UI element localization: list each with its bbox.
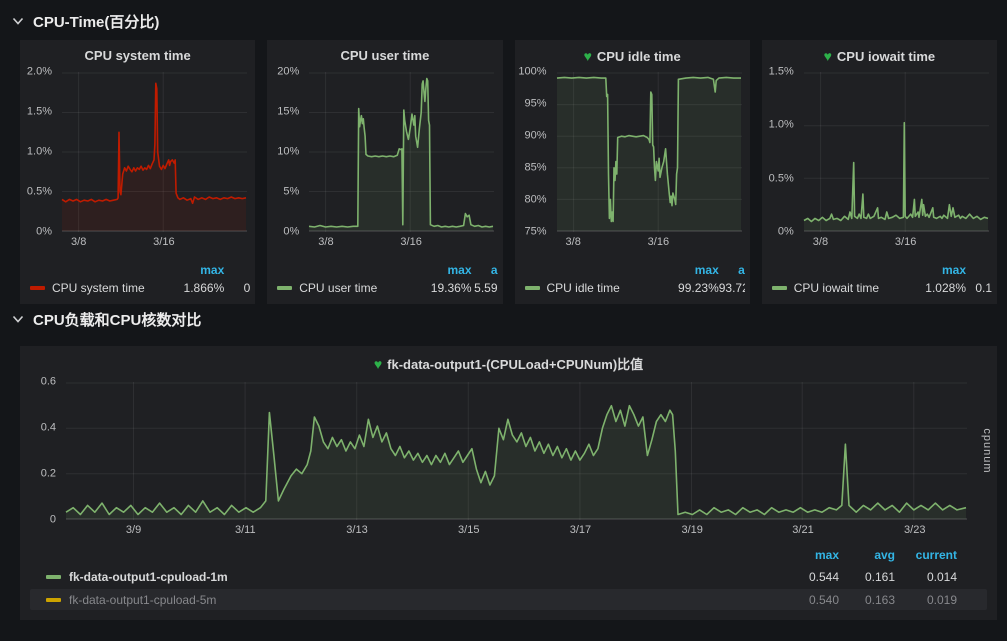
- legend-max-value: 1.028%: [925, 280, 966, 295]
- series-color-swatch: [46, 597, 61, 602]
- legend-avg-value-clipped: 93.72: [718, 280, 745, 295]
- chart-cpuload-ratio[interactable]: [65, 382, 967, 520]
- y-axis-labels: 0.6 0.4 0.2 0: [40, 375, 56, 526]
- legend-max-header[interactable]: max: [447, 263, 472, 277]
- legend-max-header[interactable]: max: [941, 263, 966, 277]
- legend-avg-value-clipped: 0.1: [975, 280, 992, 295]
- panel-cpuload-ratio: ♥ fk-data-output1-(CPULoad+CPUNum)比值 0.6 0…: [20, 346, 997, 620]
- legend-series-name[interactable]: fk-data-output1-cpuload-1m: [46, 570, 783, 584]
- panel-cpu-user-time: CPU user time 20% 15% 10% 5% 0% 3/8 3/16 max …: [267, 40, 503, 304]
- y-axis-labels: 20% 15% 10% 5% 0%: [277, 65, 300, 238]
- chart-cpu-system-time[interactable]: [61, 72, 247, 232]
- panel-title-cpuload-ratio[interactable]: ♥ fk-data-output1-(CPULoad+CPUNum)比值: [373, 356, 644, 372]
- legend-series-name[interactable]: CPU system time: [30, 281, 154, 295]
- y-axis-labels: 100% 95% 90% 85% 80% 75%: [518, 65, 547, 238]
- panel-legend: max a CPU idle time 99.23% 93.72: [515, 262, 750, 297]
- chart-cpu-iowait-time[interactable]: [803, 72, 989, 232]
- chart-cpu-idle-time[interactable]: [556, 72, 742, 232]
- x-axis-labels: 3/8 3/16: [812, 236, 917, 248]
- green-heart-icon: ♥: [373, 356, 383, 372]
- green-heart-icon: ♥: [583, 48, 592, 64]
- panel-cpu-iowait-time: ♥ CPU iowait time 1.5% 1.0% 0.5% 0% 3/8 3/16 …: [761, 40, 997, 304]
- panel-legend: max CPU iowait time 1.028% 0.1: [762, 262, 997, 297]
- legend-max-value: 99.23%: [678, 280, 719, 295]
- chevron-down-icon: [12, 17, 24, 26]
- legend-max-header[interactable]: max: [200, 263, 225, 277]
- legend-series-name[interactable]: CPU iowait time: [771, 281, 896, 295]
- legend-max-value: 0.544: [808, 569, 839, 584]
- x-axis-labels: 3/8 3/16: [71, 236, 175, 248]
- row-title-cpu-load: CPU负载和CPU核数对比: [33, 311, 202, 329]
- legend-avg-value: 0.163: [864, 592, 895, 607]
- legend-max-value: 19.36%: [430, 280, 472, 295]
- legend-avg-header-clipped[interactable]: a: [490, 263, 498, 277]
- legend-avg-header-clipped[interactable]: a: [738, 263, 745, 277]
- chart-cpu-user-time[interactable]: [309, 72, 495, 232]
- legend-max-value: 1.866%: [183, 280, 225, 295]
- legend-avg-header[interactable]: avg: [874, 548, 895, 562]
- grafana-dashboard: CPU-Time(百分比) CPU system time 2.0% 1.5% 1.…: [8, 6, 997, 620]
- legend-max-value: 0.540: [808, 592, 839, 607]
- legend-series-name[interactable]: fk-data-output1-cpuload-5m: [46, 593, 783, 607]
- legend-avg-value: 0.161: [864, 569, 895, 584]
- legend-series-name[interactable]: CPU user time: [277, 281, 401, 295]
- row-header-cpu-time[interactable]: CPU-Time(百分比): [8, 6, 997, 36]
- legend-series-name[interactable]: CPU idle time: [524, 281, 649, 295]
- x-axis-labels: 3/8 3/16: [565, 236, 670, 248]
- panel-title-cpu-user-time[interactable]: CPU user time: [340, 48, 430, 63]
- panel-title-cpu-system-time[interactable]: CPU system time: [84, 48, 191, 63]
- y-axis-labels: 2.0% 1.5% 1.0% 0.5% 0%: [26, 65, 52, 238]
- legend-current-value: 0.014: [926, 569, 957, 584]
- series-color-swatch: [524, 285, 540, 290]
- series-color-swatch: [30, 285, 45, 290]
- row-header-cpu-load[interactable]: CPU负载和CPU核数对比: [8, 304, 997, 334]
- legend-max-header[interactable]: max: [814, 548, 839, 562]
- legend-current-value: 0.019: [926, 592, 957, 607]
- panel-title-cpu-iowait-time[interactable]: ♥ CPU iowait time: [823, 48, 936, 64]
- series-color-swatch: [46, 574, 61, 579]
- chevron-down-icon: [12, 315, 24, 324]
- series-color-swatch: [277, 285, 293, 290]
- big-panel-legend: max avg current fk-data-output1-cpuload-…: [20, 546, 997, 610]
- panel-cpu-idle-time: ♥ CPU idle time 100% 95% 90% 85% 80% 75% 3/8 3/…: [514, 40, 750, 304]
- legend-row-cpuload-1m: fk-data-output1-cpuload-1m 0.544 0.161 0…: [30, 566, 987, 587]
- series-color-swatch: [771, 285, 787, 290]
- legend-avg-value-clipped: 0: [243, 280, 251, 295]
- panel-legend: max a CPU user time 19.36% 5.59: [267, 262, 502, 297]
- x-axis-labels: 3/9 3/11 3/13 3/15 3/17 3/19 3/21 3/23: [125, 524, 926, 536]
- panel-title-cpu-idle-time[interactable]: ♥ CPU idle time: [583, 48, 681, 64]
- right-axis-label: cpunum: [981, 428, 993, 474]
- y-axis-labels: 1.5% 1.0% 0.5% 0%: [768, 65, 794, 238]
- legend-row-cpuload-5m: fk-data-output1-cpuload-5m 0.540 0.163 0…: [30, 589, 987, 610]
- legend-current-header[interactable]: current: [915, 548, 957, 562]
- x-axis-labels: 3/8 3/16: [318, 236, 422, 248]
- cpu-time-panel-row: CPU system time 2.0% 1.5% 1.0% 0.5% 0% 3/8 3/…: [20, 40, 997, 304]
- green-heart-icon: ♥: [823, 48, 832, 64]
- legend-avg-value-clipped: 5.59: [474, 280, 498, 295]
- panel-legend: max CPU system time 1.866% 0: [20, 262, 255, 297]
- row-title-cpu-time: CPU-Time(百分比): [33, 13, 160, 31]
- legend-max-header[interactable]: max: [694, 263, 719, 277]
- panel-cpu-system-time: CPU system time 2.0% 1.5% 1.0% 0.5% 0% 3/8 3/…: [20, 40, 256, 304]
